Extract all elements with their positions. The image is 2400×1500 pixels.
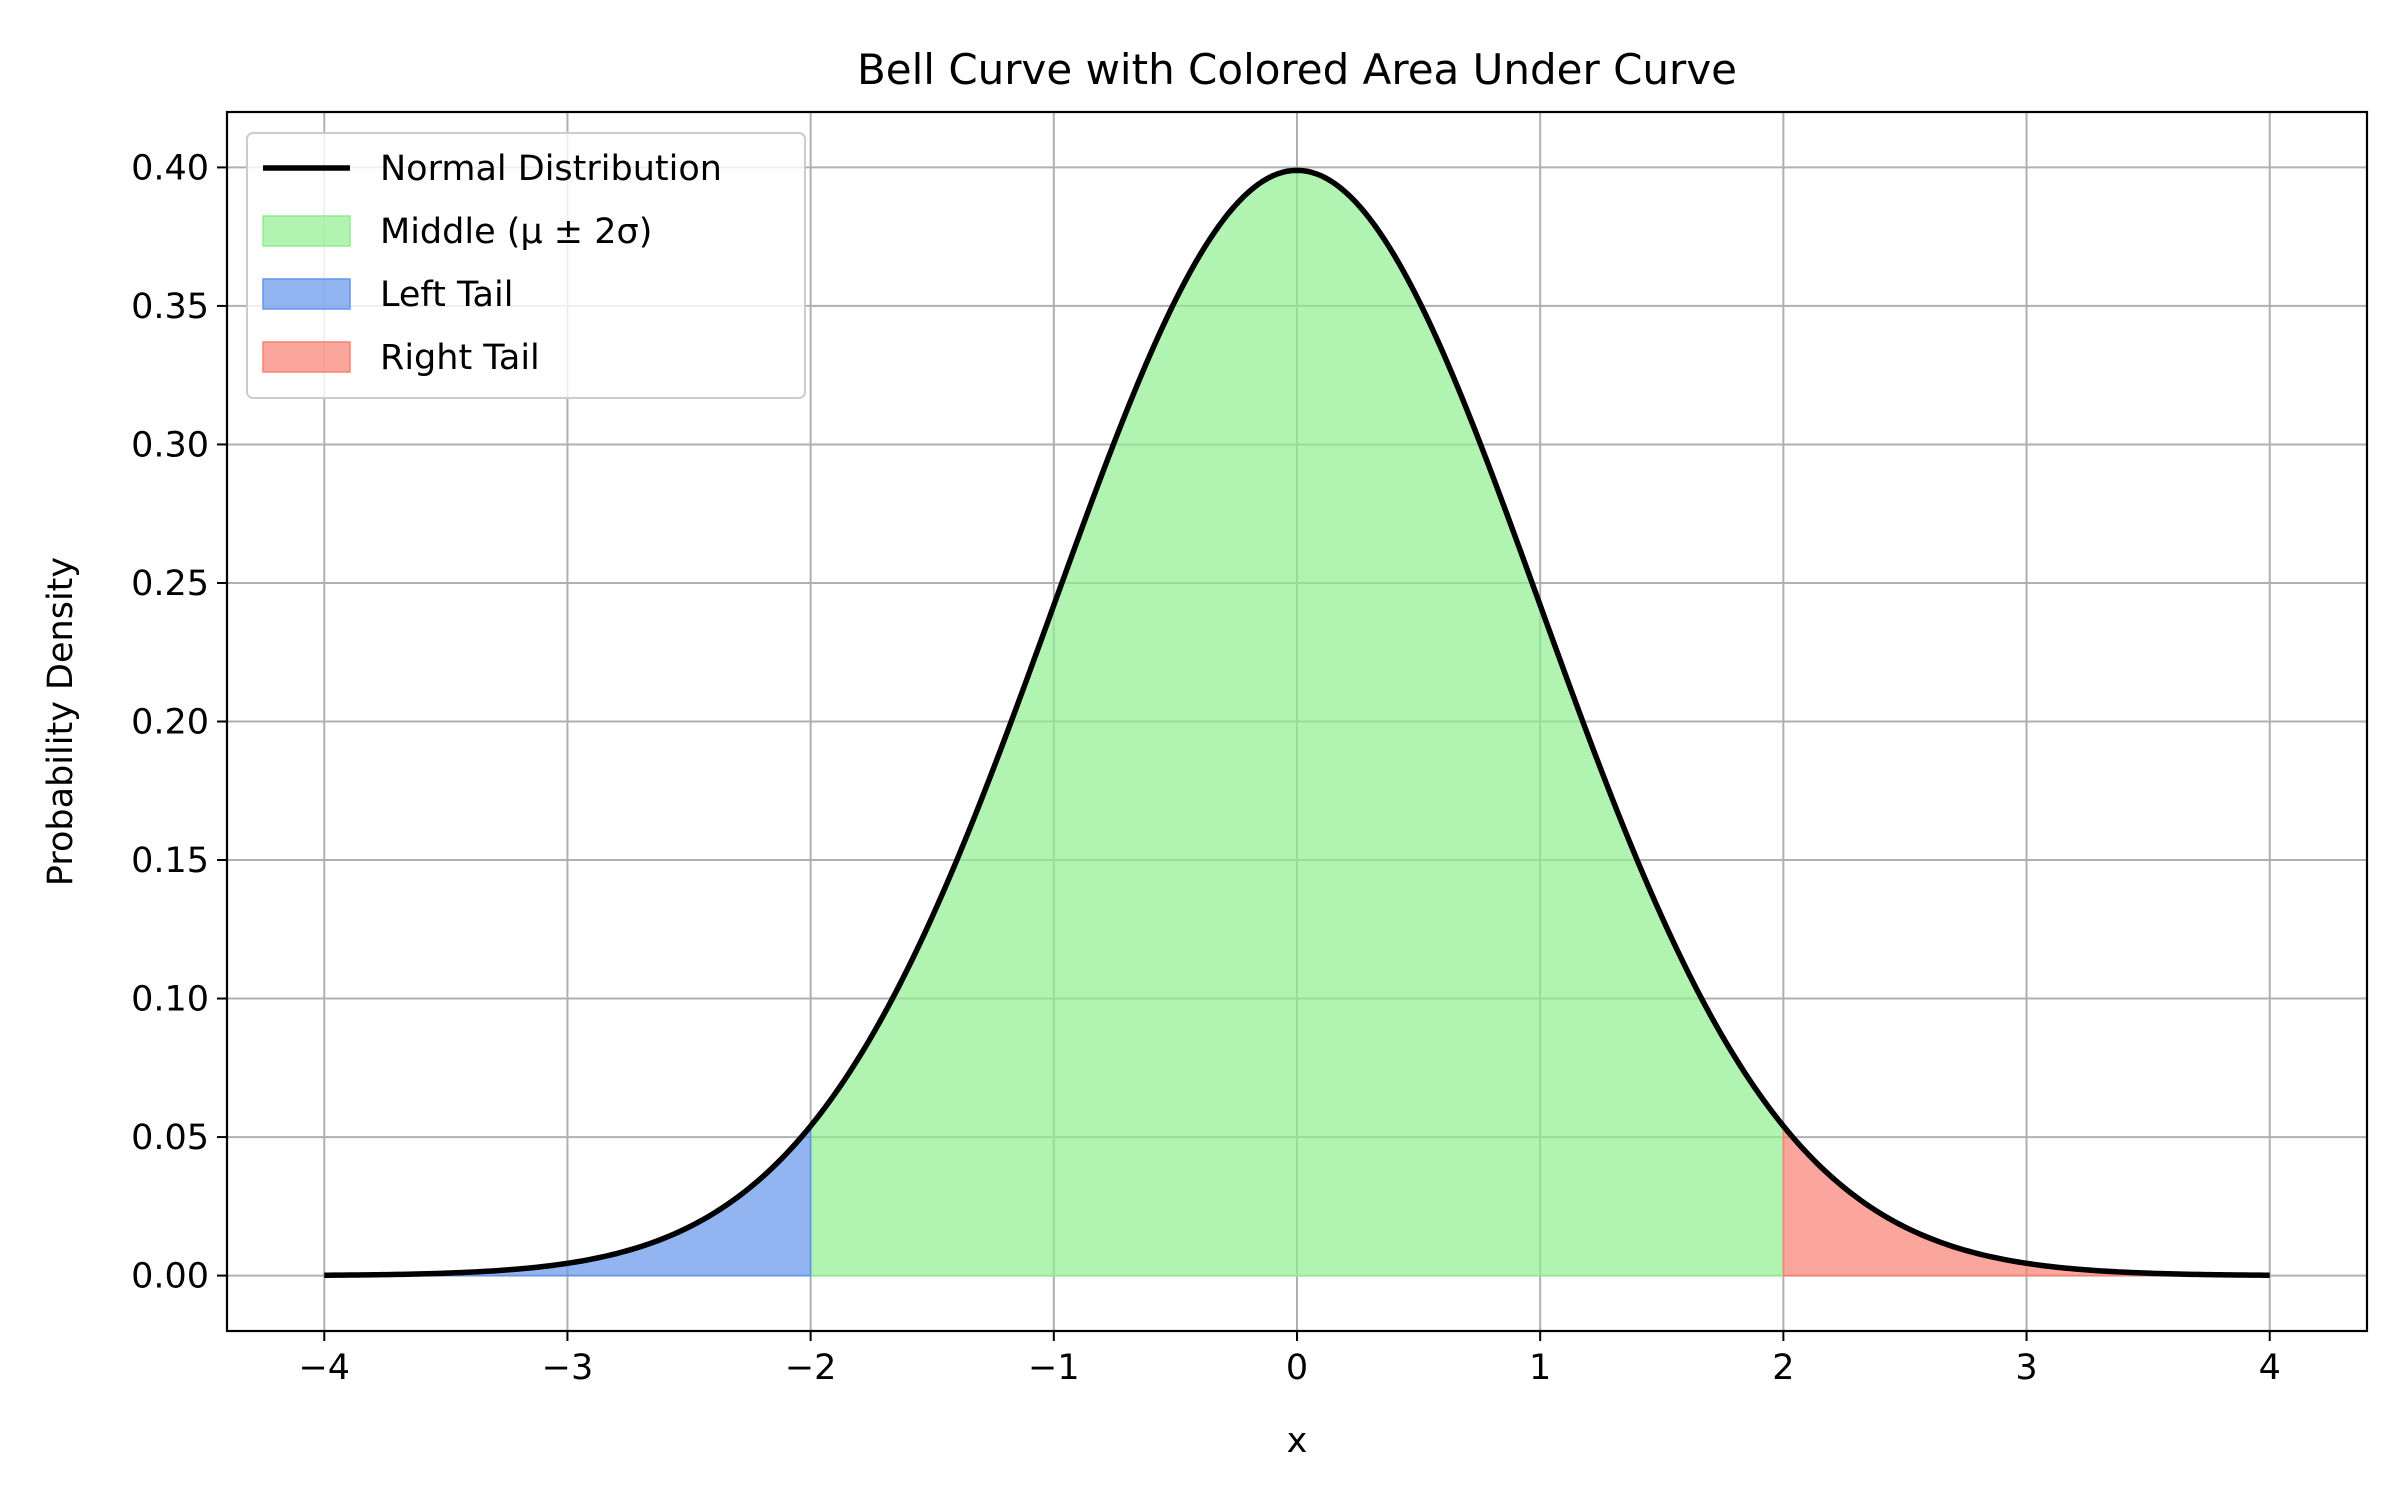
y-tick-label: 0.15 — [131, 841, 209, 881]
y-axis-title: Probability Density — [41, 557, 81, 886]
x-tick-label: 1 — [1529, 1348, 1551, 1388]
legend-swatch-right-tail — [262, 341, 351, 373]
legend-label-middle: Middle (μ ± 2σ) — [380, 212, 652, 252]
legend-swatch-left-tail — [262, 278, 351, 310]
legend-swatch-middle — [262, 215, 351, 247]
x-tick-label: −3 — [542, 1348, 594, 1388]
x-tick-label: −2 — [785, 1348, 837, 1388]
x-axis-title: x — [1287, 1421, 1308, 1461]
normal-distribution-line — [324, 167, 2270, 1278]
y-tick-label: 0.25 — [131, 564, 209, 604]
y-tick-label: 0.40 — [131, 148, 209, 188]
y-tick-label: 0.35 — [131, 287, 209, 327]
y-tick-label: 0.20 — [131, 703, 209, 743]
chart-title: Bell Curve with Colored Area Under Curve — [857, 45, 1737, 94]
legend-label-normal-distribution: Normal Distribution — [380, 149, 722, 189]
y-tick-label: 0.05 — [131, 1118, 209, 1158]
x-tick-label: −1 — [1028, 1348, 1080, 1388]
y-tick-label: 0.30 — [131, 425, 209, 465]
y-tick-label: 0.00 — [131, 1257, 209, 1297]
legend-label-left-tail: Left Tail — [380, 275, 513, 315]
legend: Normal Distribution Middle (μ ± 2σ) Left T… — [246, 132, 806, 399]
legend-box — [246, 132, 806, 399]
x-tick-label: 0 — [1286, 1348, 1308, 1388]
x-tick-label: 4 — [2259, 1348, 2281, 1388]
x-tick-label: −4 — [298, 1348, 350, 1388]
legend-label-right-tail: Right Tail — [380, 338, 540, 378]
y-tick-label: 0.10 — [131, 980, 209, 1020]
curve-lines — [324, 167, 2270, 1278]
x-tick-label: 2 — [1772, 1348, 1794, 1388]
x-tick-label: 3 — [2015, 1348, 2037, 1388]
axis-ticks: −4 −3 −2 −1 0 1 2 3 4 0.00 0.05 0.10 0.15 0.20 0.25 0.3… — [131, 148, 2281, 1388]
